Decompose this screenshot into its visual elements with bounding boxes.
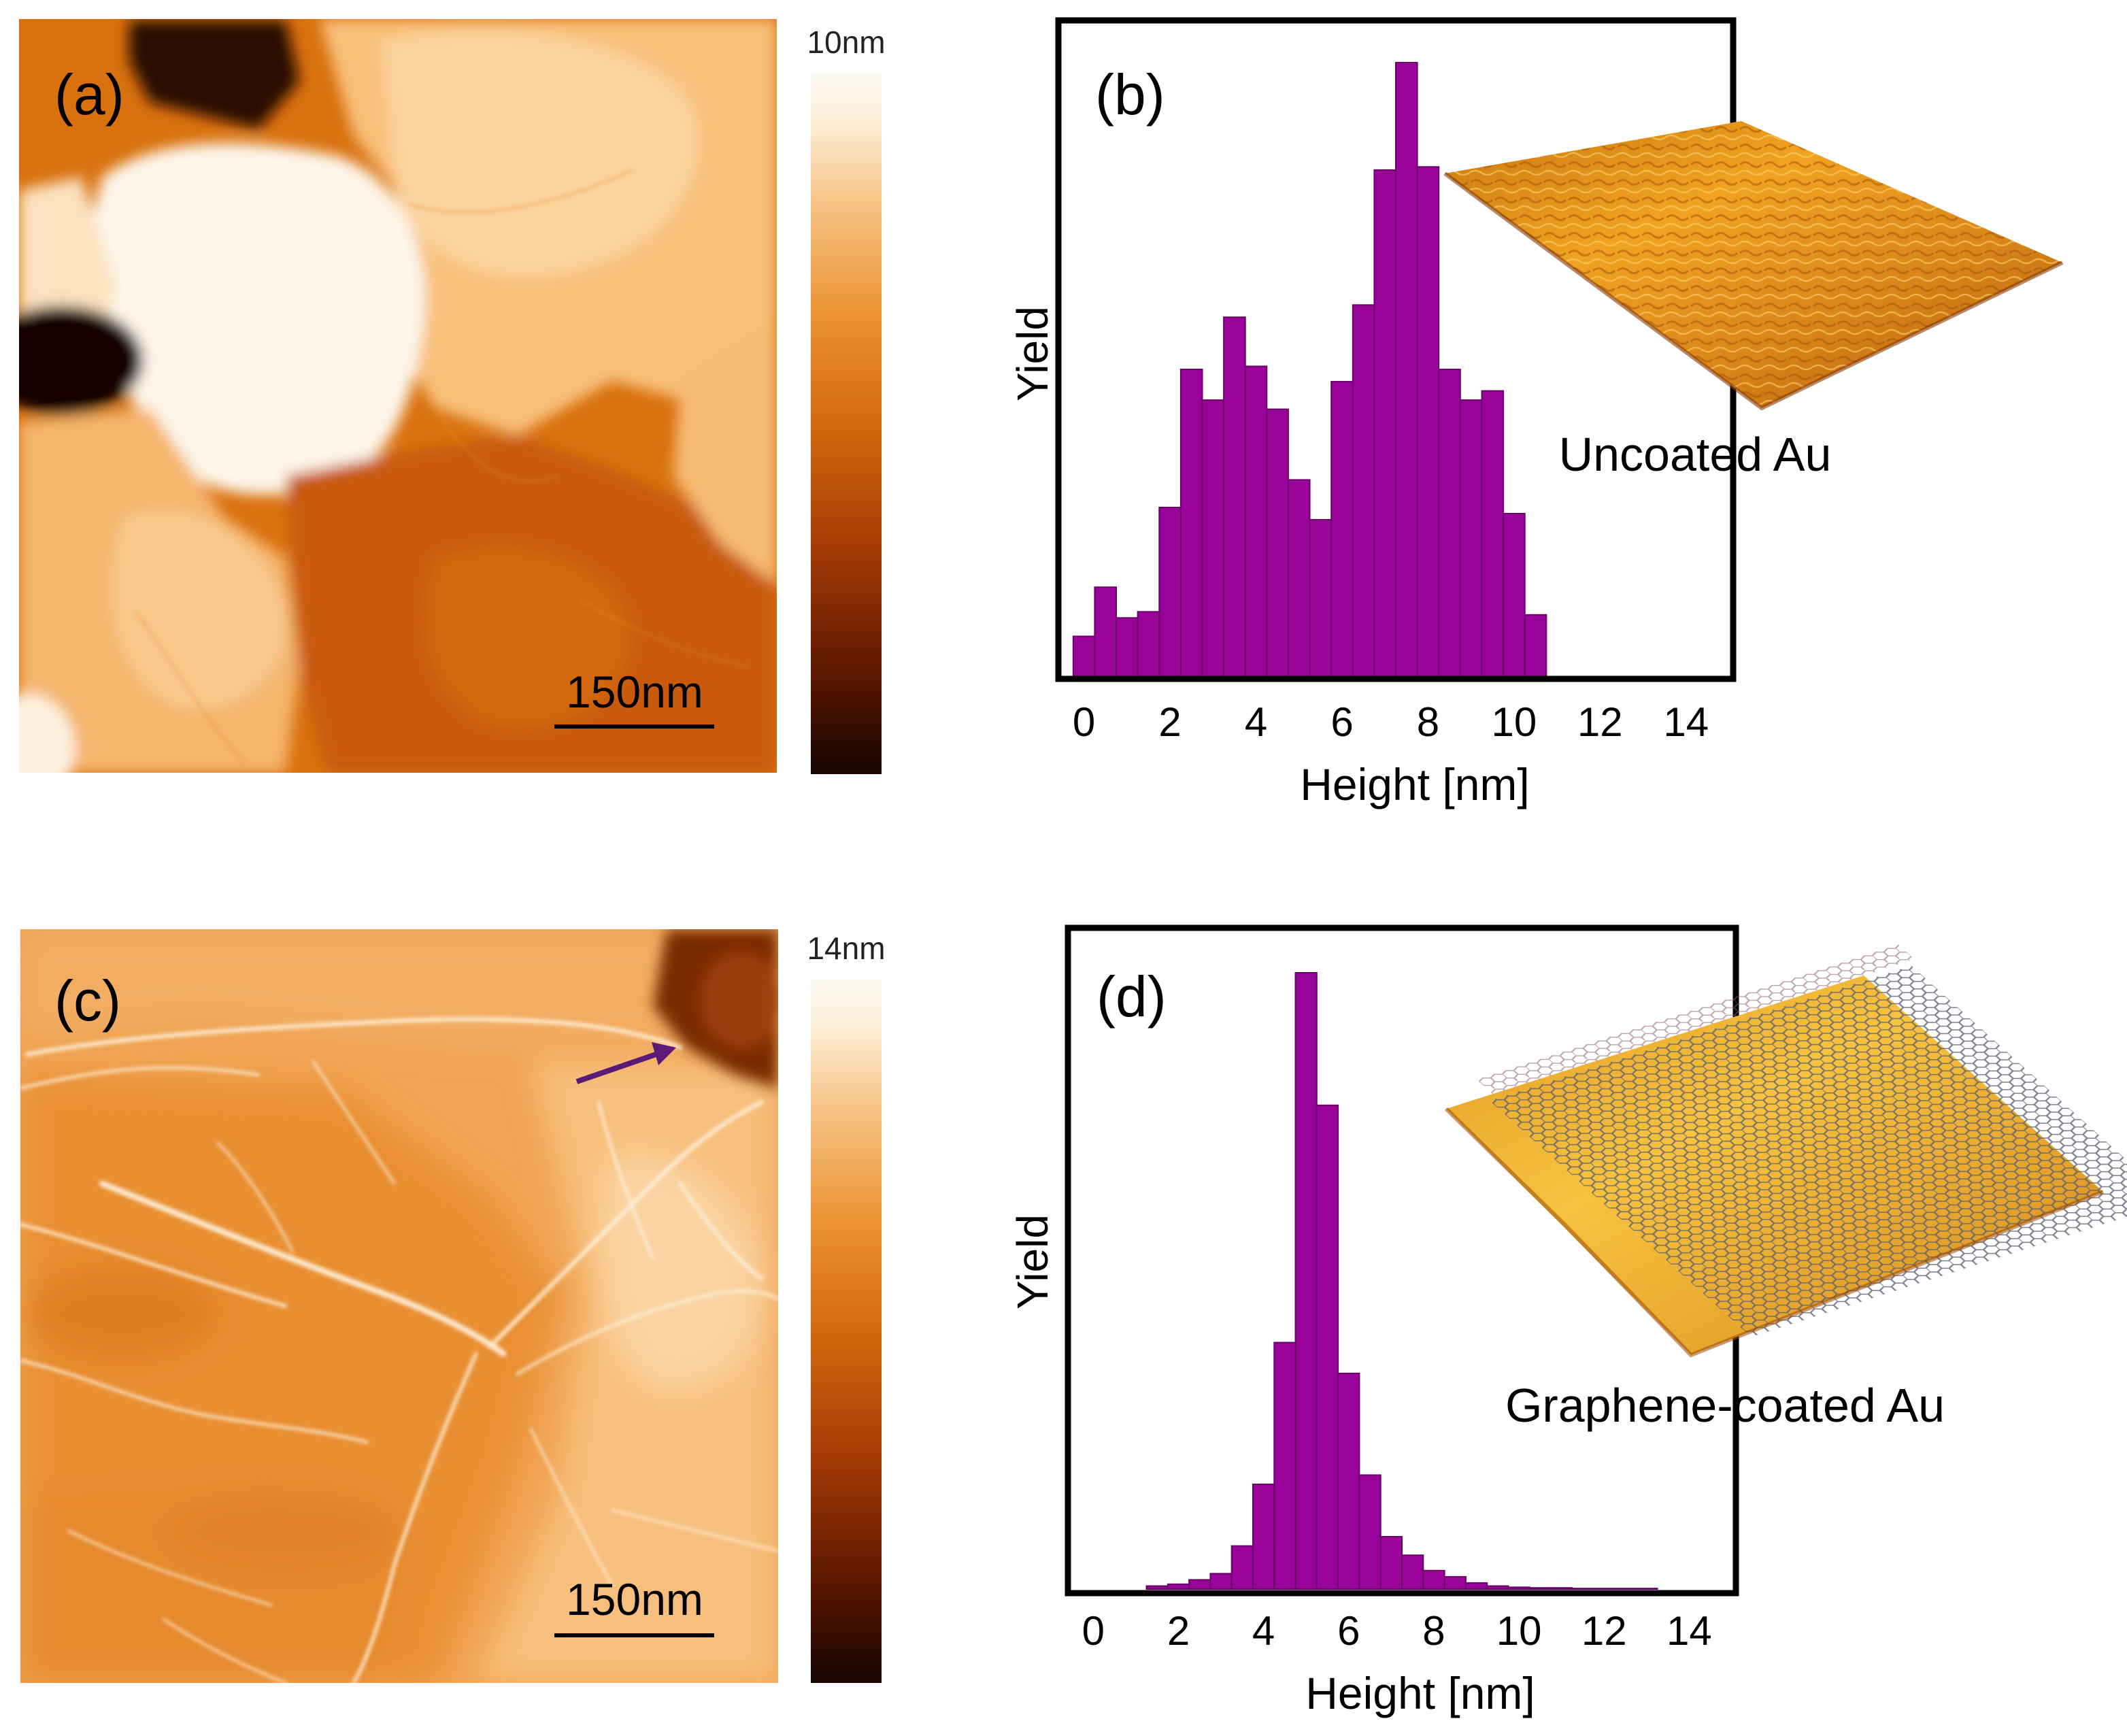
- x-tick-label-d: 14: [1667, 1608, 1712, 1654]
- chart-d: 0 2 4 6 8 10 12 14 (d) Yield Height [nm] Graphe…: [1008, 924, 2127, 1718]
- histogram-bar-b: [1244, 365, 1268, 677]
- x-tick-label-b: 4: [1245, 699, 1267, 745]
- histogram-bar-d: [1571, 1588, 1594, 1590]
- scale-bar-label-a: 150nm: [566, 667, 703, 717]
- histogram-bar-b: [1223, 316, 1246, 677]
- x-ticks-b: 0 2 4 6 8 10 12 14: [1073, 699, 1709, 745]
- chart-b: 0 2 4 6 8 10 12 14 (b) Yield Height [nm] Uncoat…: [1008, 17, 2064, 809]
- colorbar-c: [811, 980, 882, 1683]
- histogram-bar-b: [1094, 586, 1118, 678]
- histogram-bar-d: [1401, 1554, 1424, 1590]
- histogram-bar-d: [1507, 1586, 1530, 1590]
- histogram-bar-b: [1266, 408, 1289, 677]
- histogram-bar-b: [1201, 399, 1225, 677]
- x-tick-label-d: 12: [1581, 1608, 1627, 1654]
- histogram-bar-d: [1422, 1569, 1445, 1590]
- histogram-bar-d: [1145, 1585, 1169, 1590]
- histogram-bar-b: [1330, 381, 1354, 677]
- histogram-bar-b: [1158, 507, 1182, 677]
- histogram-bar-b: [1524, 614, 1547, 677]
- histogram-bar-d: [1316, 1104, 1339, 1590]
- histogram-bar-b: [1481, 390, 1505, 677]
- surface-inset-uncoated: [1443, 121, 2064, 411]
- histogram-bar-d: [1252, 1484, 1275, 1590]
- x-tick-label-b: 12: [1577, 699, 1623, 745]
- colorbar-a: [811, 73, 882, 774]
- histogram-bar-d: [1358, 1474, 1381, 1590]
- histogram-bar-b: [1309, 519, 1333, 677]
- histogram-bar-d: [1167, 1583, 1190, 1590]
- inset-caption-b: Uncoated Au: [1559, 428, 1832, 481]
- x-tick-label-b: 10: [1492, 699, 1537, 745]
- histogram-bar-b: [1373, 169, 1397, 677]
- histogram-bar-b: [1459, 399, 1483, 677]
- x-ticks-d: 0 2 4 6 8 10 12 14: [1082, 1608, 1712, 1654]
- inset-caption-d: Graphene-coated Au: [1505, 1379, 1945, 1432]
- histogram-bar-d: [1188, 1579, 1211, 1590]
- histogram-bar-b: [1137, 611, 1160, 677]
- histogram-bar-d: [1592, 1588, 1615, 1590]
- histogram-bar-d: [1528, 1587, 1552, 1590]
- x-tick-label-b: 2: [1158, 699, 1181, 745]
- histogram-bar-d: [1550, 1587, 1573, 1590]
- x-tick-label-d: 4: [1252, 1608, 1275, 1654]
- histogram-bar-d: [1273, 1341, 1296, 1590]
- histogram-bar-d: [1464, 1582, 1488, 1590]
- histogram-bar-b: [1416, 166, 1440, 678]
- histogram-bar-b: [1352, 304, 1375, 677]
- panel-label-c: (c): [54, 969, 121, 1033]
- surface-inset-graphene: [1444, 944, 2127, 1358]
- colorbar-max-label-a: 10nm: [807, 24, 885, 60]
- x-tick-label-b: 8: [1417, 699, 1439, 745]
- x-tick-label-b: 14: [1663, 699, 1709, 745]
- histogram-bar-b: [1287, 479, 1311, 678]
- histogram-bar-d: [1379, 1536, 1403, 1590]
- histogram-bar-b: [1179, 369, 1203, 677]
- x-tick-label-d: 8: [1422, 1608, 1445, 1654]
- x-tick-label-d: 2: [1167, 1608, 1190, 1654]
- histogram-bar-d: [1443, 1575, 1467, 1590]
- histogram-bar-b: [1395, 62, 1418, 677]
- panel-label-b: (b): [1095, 63, 1165, 127]
- panel-label-d: (d): [1096, 965, 1167, 1029]
- afm-image-a: [19, 19, 777, 773]
- y-axis-label-b: Yield: [1008, 306, 1057, 401]
- scale-bar-label-c: 150nm: [566, 1574, 703, 1624]
- histogram-bar-b: [1503, 513, 1526, 677]
- x-axis-label-b: Height [nm]: [1300, 759, 1529, 809]
- histogram-bar-d: [1294, 972, 1318, 1590]
- afm-image-c: [20, 929, 778, 1683]
- x-tick-label-d: 6: [1337, 1608, 1360, 1654]
- colorbar-max-label-c: 14nm: [807, 931, 885, 966]
- y-axis-label-d: Yield: [1008, 1214, 1057, 1309]
- bars-d: [1145, 972, 1658, 1590]
- x-tick-label-d: 10: [1496, 1608, 1542, 1654]
- x-axis-label-d: Height [nm]: [1305, 1668, 1535, 1718]
- histogram-bar-b: [1116, 617, 1139, 677]
- histogram-bar-d: [1613, 1588, 1637, 1590]
- histogram-bar-d: [1230, 1545, 1254, 1590]
- x-tick-label-b: 0: [1073, 699, 1095, 745]
- histogram-bar-d: [1486, 1585, 1509, 1590]
- arrow-icon: [575, 1042, 676, 1084]
- bars-b: [1072, 62, 1547, 678]
- histogram-bar-d: [1209, 1573, 1233, 1590]
- panel-label-a: (a): [54, 63, 124, 127]
- x-tick-label-b: 6: [1330, 699, 1353, 745]
- histogram-bar-b: [1438, 369, 1461, 677]
- x-tick-label-d: 0: [1082, 1608, 1105, 1654]
- histogram-bar-b: [1072, 635, 1096, 678]
- histogram-bar-d: [1337, 1372, 1360, 1590]
- histogram-bar-d: [1635, 1588, 1658, 1590]
